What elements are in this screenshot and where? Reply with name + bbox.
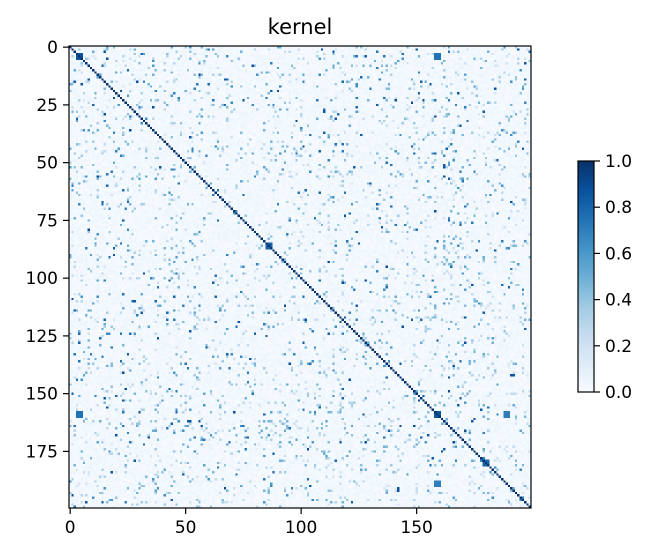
x-tick-label: 50 — [175, 518, 197, 538]
colorbar-tick-label: 0.8 — [605, 198, 632, 218]
plot-frame — [68, 45, 532, 509]
y-tick-label: 150 — [26, 385, 58, 405]
colorbar-tick-label: 0.4 — [605, 291, 632, 311]
colorbar-tick-label: 0.6 — [605, 244, 632, 264]
y-tick-label: 0 — [47, 38, 58, 58]
y-tick-label: 100 — [26, 269, 58, 289]
x-tick-label: 100 — [285, 518, 317, 538]
y-tick-label: 50 — [36, 154, 58, 174]
colorbar-frame — [577, 160, 595, 393]
y-tick-label: 75 — [36, 211, 58, 231]
y-axis: 0 25 50 75 100 125 150 175 — [26, 38, 69, 462]
chart-title: kernel — [268, 15, 333, 39]
colorbar: 0.0 0.2 0.4 0.6 0.8 1.0 — [577, 152, 632, 403]
colorbar-tick-label: 1.0 — [605, 152, 632, 172]
colorbar-gradient — [578, 161, 594, 392]
heatmap-cells — [69, 46, 531, 508]
x-axis: 0 50 100 150 — [65, 508, 433, 538]
x-tick-label: 0 — [65, 518, 76, 538]
colorbar-axis: 0.0 0.2 0.4 0.6 0.8 1.0 — [594, 152, 632, 403]
colorbar-tick-label: 0.0 — [605, 383, 632, 403]
colorbar-tick-label: 0.2 — [605, 337, 632, 357]
y-tick-label: 175 — [26, 442, 58, 462]
heatmap-plot-area — [68, 45, 532, 509]
x-tick-label: 150 — [400, 518, 432, 538]
y-tick-label: 25 — [36, 96, 58, 116]
y-tick-label: 125 — [26, 327, 58, 347]
